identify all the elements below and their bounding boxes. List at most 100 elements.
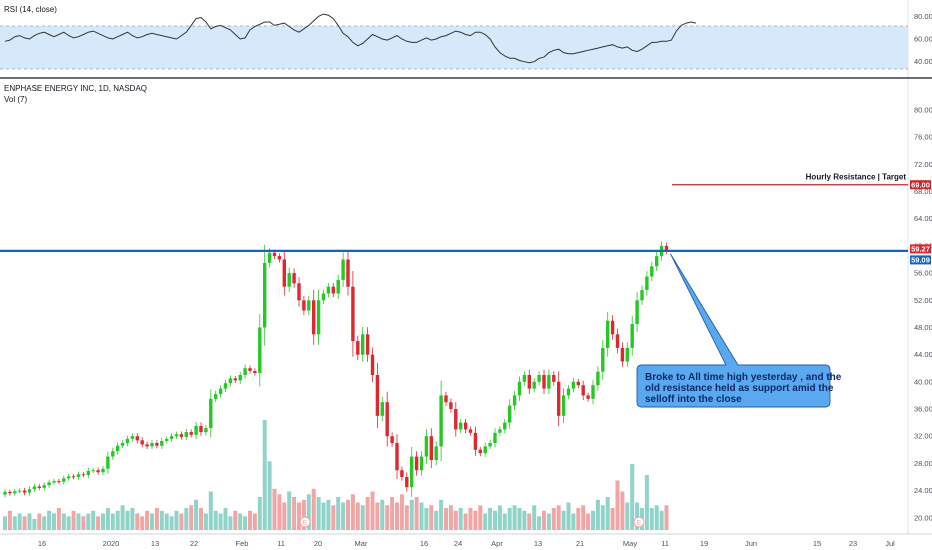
volume-bar: [154, 508, 159, 530]
volume-bar: [301, 499, 306, 531]
candle-body: [429, 436, 433, 460]
candle-body: [557, 381, 561, 416]
volume-bar: [86, 513, 91, 530]
candle-body: [125, 438, 130, 443]
candle-body: [238, 375, 242, 381]
candle-body: [532, 381, 536, 389]
volume-bar: [522, 510, 527, 531]
volume-bar: [566, 502, 571, 530]
candle-body: [42, 485, 46, 488]
candle-body: [76, 474, 81, 477]
rsi-line: [4, 13, 697, 64]
volume-bar: [414, 497, 419, 530]
volume-bar: [248, 510, 252, 531]
volume-bar: [404, 505, 409, 531]
candle-body: [155, 443, 159, 446]
candle-body: [365, 334, 370, 355]
candle-body: [596, 371, 600, 386]
volume-bar: [208, 491, 213, 530]
candle-body: [145, 444, 149, 447]
candle-body: [336, 279, 340, 294]
volume-bar: [101, 513, 105, 530]
volume-bar: [150, 513, 154, 530]
volume-bar: [527, 513, 532, 530]
earnings-marker-2[interactable]: E: [633, 516, 645, 528]
candle-body: [522, 375, 527, 382]
earnings-marker-1[interactable]: E: [299, 516, 311, 528]
candle-body: [81, 474, 86, 476]
candle-body: [566, 388, 571, 396]
callout-line-2: old resistance held as support amid the: [645, 383, 834, 394]
rsi-tick-label: 60.00: [914, 35, 932, 44]
candle-body: [22, 490, 27, 493]
symbol-label[interactable]: ENPHASE ENERGY INC, 1D, NASDAQ: [4, 84, 147, 93]
candle-body: [253, 371, 257, 373]
volume-bar: [532, 505, 537, 531]
candle-body: [645, 276, 649, 291]
callout[interactable]: Broke to All time high yesterday , and t…: [636, 253, 842, 408]
volume-bar: [56, 508, 61, 530]
candle-body: [542, 375, 546, 389]
volume-bar: [272, 488, 277, 531]
candle-body: [346, 259, 350, 287]
candle-body: [635, 300, 639, 325]
earnings-icon: [299, 516, 311, 528]
volume-bar: [218, 513, 223, 530]
candle-body: [13, 491, 17, 494]
volume-indicator-label[interactable]: Vol (7): [4, 95, 27, 104]
price-tick-label: 56.00: [914, 269, 932, 278]
volume-bar: [581, 505, 586, 531]
candle-body: [96, 470, 100, 473]
volume-bar: [546, 513, 551, 530]
candle-body: [488, 443, 492, 447]
candle-body: [552, 375, 556, 382]
volume-bar: [17, 513, 22, 530]
earnings-icon: [633, 516, 645, 528]
candle-body: [586, 395, 590, 399]
candle-body: [233, 378, 237, 381]
candle-body: [165, 438, 169, 441]
candle-body: [71, 476, 76, 478]
volume-bar: [644, 475, 649, 530]
candle-body: [111, 451, 115, 457]
candle-body: [101, 468, 105, 473]
volume-bar: [424, 508, 429, 530]
candle-body: [601, 347, 605, 372]
volume-bar: [110, 513, 115, 530]
candle-body: [179, 434, 184, 437]
candle-body: [302, 300, 306, 311]
volume-bar: [488, 508, 493, 530]
candle-body: [312, 300, 316, 335]
volume-bar: [311, 488, 316, 531]
volume-bar: [159, 510, 164, 531]
rsi-tick-label: 40.00: [914, 57, 932, 66]
volume-bar: [115, 510, 120, 531]
candle-body: [277, 256, 282, 260]
candle-body: [351, 286, 355, 342]
volume-bar: [365, 497, 370, 530]
volume-bar: [497, 505, 502, 531]
volume-bar: [419, 502, 424, 530]
volume-bar: [277, 494, 282, 531]
rsi-indicator-label[interactable]: RSI (14, close): [4, 5, 57, 14]
price-tick-label: 32.00: [914, 432, 932, 441]
time-tick-label: 21: [576, 539, 584, 548]
volume-bar: [7, 510, 12, 531]
rsi-tick-label: 80.00: [914, 12, 932, 21]
candle-body: [508, 405, 512, 423]
volume-bar: [326, 499, 331, 531]
volume-bar: [120, 505, 125, 531]
volume-bar: [620, 491, 625, 530]
volume-bar: [551, 508, 556, 530]
candle-body: [169, 436, 174, 439]
price-tick-label: 72.00: [914, 160, 932, 169]
candle-body: [483, 446, 487, 454]
candle-body: [297, 283, 301, 301]
candle-body: [150, 443, 154, 447]
time-tick-label: 16: [420, 539, 428, 548]
volume-bar: [399, 494, 404, 531]
volume-bar: [105, 508, 110, 530]
time-tick-label: 15: [813, 539, 821, 548]
candle-body: [331, 286, 335, 294]
